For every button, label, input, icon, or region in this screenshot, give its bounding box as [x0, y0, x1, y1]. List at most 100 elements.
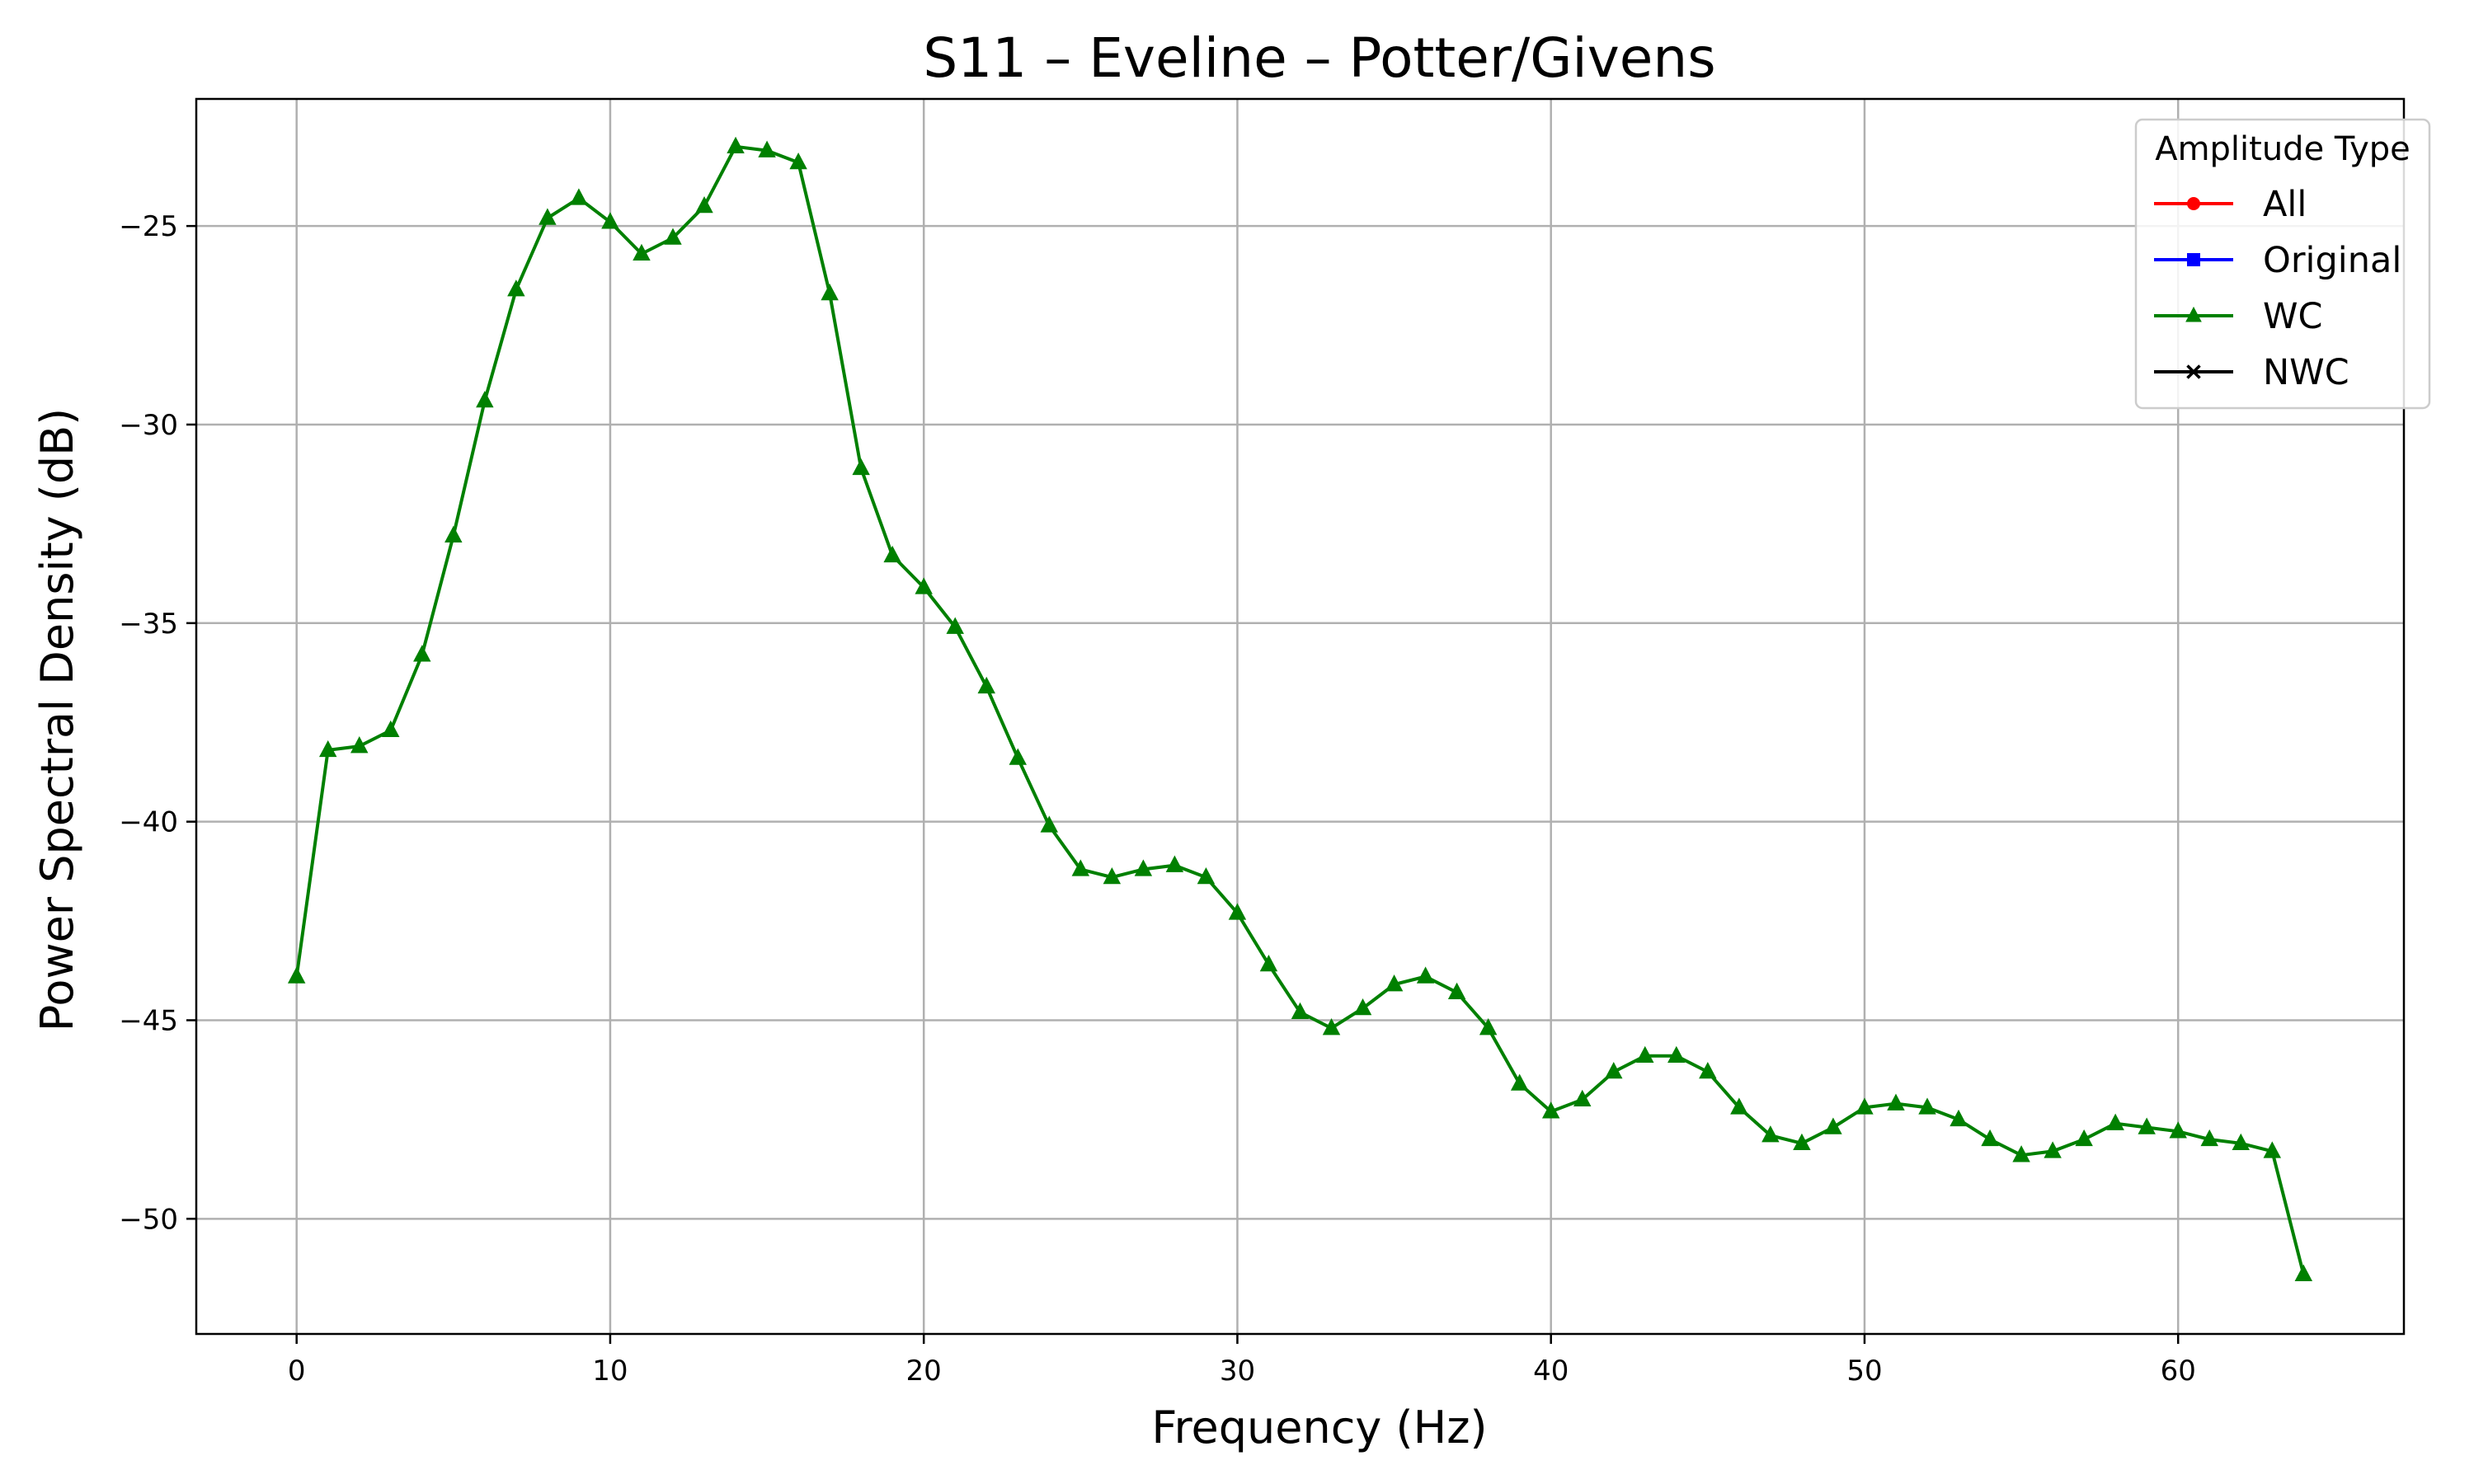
data-point: [1887, 1093, 1905, 1111]
y-tick-label: −25: [119, 210, 178, 243]
data-point: [1541, 1101, 1560, 1119]
data-point: [318, 740, 337, 758]
data-point: [1009, 748, 1028, 765]
data-point: [1165, 855, 1184, 872]
data-point: [1573, 1089, 1592, 1107]
legend-label: NWC: [2263, 352, 2349, 393]
data-point: [2106, 1113, 2124, 1130]
data-point: [2263, 1141, 2282, 1158]
data-point: [2200, 1129, 2218, 1147]
data-point: [2294, 1264, 2313, 1281]
data-point: [2012, 1145, 2030, 1162]
x-tick-label: 30: [1220, 1355, 1255, 1388]
data-point: [2075, 1129, 2093, 1147]
legend-entry-original: Original: [2154, 240, 2401, 281]
legend-marker: [2187, 197, 2200, 210]
series-wc: [287, 136, 2313, 1281]
data-point: [2044, 1141, 2062, 1158]
data-point: [1699, 1062, 1717, 1079]
data-point: [1636, 1045, 1654, 1064]
data-point: [915, 577, 933, 594]
data-point: [1040, 815, 1059, 833]
data-point: [1793, 1133, 1811, 1150]
data-point: [382, 720, 400, 738]
x-axis-title: Frequency (Hz): [1151, 1402, 1487, 1453]
x-tick-label: 50: [1846, 1355, 1882, 1388]
data-point: [852, 458, 870, 476]
y-tick-label: −45: [119, 1004, 178, 1037]
data-point: [1856, 1097, 1874, 1115]
data-point: [570, 188, 588, 205]
data-point: [1197, 867, 1216, 885]
data-point: [2232, 1133, 2250, 1150]
data-point: [601, 212, 619, 229]
data-point: [1730, 1097, 1748, 1115]
x-tick-label: 40: [1533, 1355, 1569, 1388]
data-point: [413, 645, 431, 662]
data-point: [2138, 1117, 2156, 1134]
x-tick-label: 0: [288, 1355, 306, 1388]
y-tick-label: −30: [119, 409, 178, 442]
data-point: [821, 283, 839, 301]
data-point: [539, 208, 557, 225]
legend-entry-all: All: [2154, 184, 2307, 225]
data-point: [1761, 1125, 1780, 1143]
data-point: [1479, 1018, 1498, 1036]
data-point: [695, 195, 713, 214]
data-point: [1291, 1002, 1310, 1020]
axes-frame: [195, 97, 2406, 1336]
legend-entries: All Original WC NWC: [2154, 184, 2401, 393]
data-point: [1605, 1062, 1623, 1079]
data-point: [1981, 1129, 1999, 1147]
data-point: [1918, 1097, 1936, 1115]
data-point: [1134, 859, 1153, 876]
data-point: [1950, 1109, 1968, 1127]
data-point: [946, 617, 964, 634]
data-point: [789, 152, 807, 170]
legend-label: Original: [2263, 240, 2401, 281]
data-point: [444, 525, 463, 543]
legend-entry-wc: WC: [2154, 296, 2323, 337]
y-tick-label: −50: [119, 1203, 178, 1236]
legend-title: Amplitude Type: [2155, 130, 2411, 168]
grid: [196, 99, 2404, 1334]
x-tick-label: 20: [906, 1355, 942, 1388]
legend-entry-nwc: NWC: [2154, 352, 2349, 393]
legend-marker: [2185, 306, 2202, 322]
data-point: [1228, 903, 1247, 920]
data-point: [1071, 859, 1090, 876]
series-layer: [287, 136, 2313, 1281]
data-point: [977, 676, 995, 694]
data-point: [758, 140, 776, 157]
data-point: [1103, 867, 1122, 885]
legend-label: All: [2263, 184, 2307, 225]
data-point: [476, 391, 494, 408]
data-point: [2169, 1121, 2187, 1139]
chart-title: S11 – Eveline – Potter/Givens: [923, 26, 1715, 90]
ticks: 0 10 20 30 40 50 60 −25 −30 −35 −40 −45 −50: [119, 210, 2196, 1388]
data-point: [507, 279, 525, 297]
data-point: [1385, 974, 1404, 992]
data-point: [1353, 998, 1372, 1016]
data-point: [1447, 982, 1466, 999]
data-point: [633, 243, 651, 261]
legend-marker: [2186, 364, 2201, 379]
y-tick-label: −40: [119, 806, 178, 839]
data-point: [883, 545, 901, 563]
data-point: [1416, 966, 1435, 984]
data-point: [1667, 1045, 1686, 1064]
data-point: [350, 736, 369, 754]
y-tick-label: −35: [119, 608, 178, 641]
y-axis-title: Power Spectral Density (dB): [31, 408, 83, 1031]
data-point: [727, 136, 745, 154]
x-tick-label: 10: [592, 1355, 628, 1388]
data-point: [1322, 1018, 1341, 1036]
legend-box: [2134, 118, 2431, 410]
legend: Amplitude Type All Original WC NWC: [2134, 118, 2431, 410]
data-point: [664, 228, 682, 245]
x-marker-stroke: [2186, 364, 2201, 379]
data-point: [287, 966, 306, 984]
legend-label: WC: [2263, 296, 2323, 337]
